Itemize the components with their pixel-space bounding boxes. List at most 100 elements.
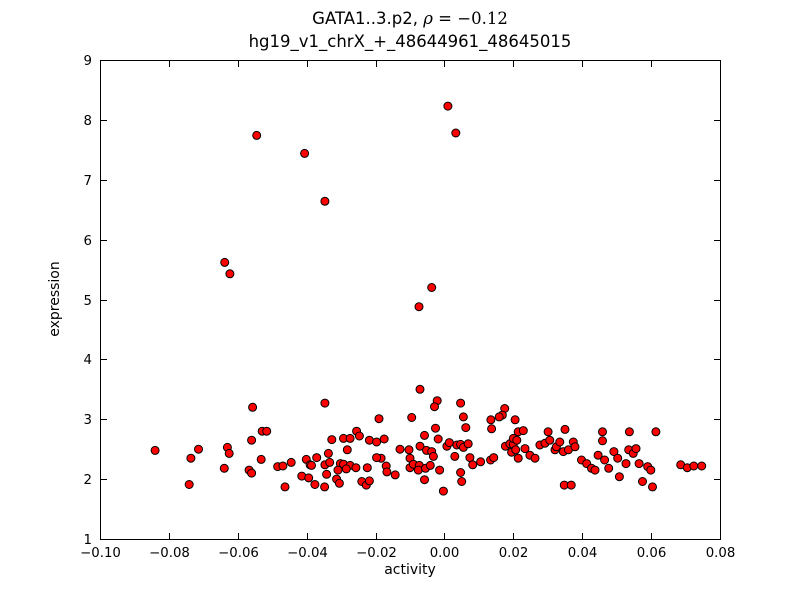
- data-point: [510, 415, 520, 425]
- data-point: [364, 435, 374, 445]
- data-point: [614, 472, 624, 482]
- data-point: [555, 437, 565, 447]
- data-point: [341, 464, 351, 474]
- chart-header: GATA1..3.p2, ρ = −0.12 hg19_v1_chrX_+_48…: [100, 7, 720, 53]
- data-point: [494, 412, 504, 422]
- data-point: [224, 448, 234, 458]
- data-point: [489, 453, 499, 463]
- y-tick-label: 5: [84, 294, 92, 309]
- data-point: [566, 480, 576, 490]
- x-axis-label: activity: [384, 562, 436, 578]
- data-point: [186, 453, 196, 463]
- data-point: [450, 451, 460, 461]
- data-point: [590, 465, 600, 475]
- data-point: [468, 460, 478, 470]
- data-point: [486, 415, 496, 425]
- data-point: [458, 412, 468, 422]
- data-point: [461, 423, 471, 433]
- data-point: [382, 467, 392, 477]
- y-tick-label: 9: [84, 54, 92, 69]
- data-point: [262, 426, 272, 436]
- data-point: [634, 459, 644, 469]
- data-point: [570, 442, 580, 452]
- data-point: [427, 283, 437, 292]
- data-point: [323, 448, 333, 458]
- y-tick-label: 3: [84, 413, 92, 428]
- data-point: [413, 465, 423, 475]
- data-point: [320, 196, 330, 206]
- data-point: [530, 453, 540, 463]
- data-point: [511, 445, 521, 455]
- data-point: [256, 454, 266, 464]
- x-tick-label: −0.04: [287, 546, 328, 561]
- data-point: [600, 455, 610, 465]
- data-point: [444, 438, 454, 448]
- data-point: [404, 445, 414, 455]
- data-point: [456, 398, 466, 408]
- data-point: [351, 463, 361, 473]
- data-point: [379, 434, 389, 444]
- data-point: [638, 477, 647, 486]
- data-point: [697, 461, 707, 471]
- data-point: [631, 444, 641, 454]
- y-tick-label: 2: [84, 473, 92, 488]
- data-point: [345, 433, 355, 443]
- data-point: [520, 444, 530, 454]
- data-point: [322, 469, 332, 479]
- x-tick-label: 0.00: [430, 546, 460, 561]
- data-point: [476, 457, 486, 467]
- data-point: [286, 457, 296, 467]
- data-point: [278, 461, 288, 471]
- data-point: [624, 427, 634, 437]
- data-point: [150, 445, 160, 455]
- x-tick-label: −0.02: [356, 546, 397, 561]
- data-point: [248, 402, 258, 412]
- data-point: [320, 398, 330, 408]
- data-point: [280, 482, 290, 492]
- y-tick-label: 6: [84, 234, 92, 249]
- y-axis-label: expression: [47, 261, 63, 337]
- data-point: [415, 384, 425, 394]
- data-point: [456, 468, 466, 477]
- chart-title: GATA1..3.p2, ρ = −0.12: [100, 7, 720, 30]
- y-tick-label: 1: [84, 533, 92, 548]
- data-point: [333, 465, 343, 475]
- x-tick-label: 0.04: [568, 546, 598, 561]
- data-point: [433, 434, 443, 444]
- data-point: [320, 482, 330, 492]
- y-tick-label: 7: [84, 174, 92, 189]
- x-tick-label: −0.08: [149, 546, 190, 561]
- data-point: [225, 269, 235, 279]
- data-point: [220, 257, 230, 267]
- data-point: [247, 435, 257, 445]
- data-point: [307, 460, 316, 470]
- x-tick-label: 0.06: [637, 546, 667, 561]
- data-point: [543, 427, 553, 437]
- data-point: [438, 486, 448, 496]
- x-tick-label: −0.10: [80, 546, 121, 561]
- data-point: [598, 427, 607, 437]
- data-point: [593, 450, 603, 460]
- data-point: [372, 453, 382, 463]
- data-point: [354, 431, 364, 441]
- data-point: [364, 476, 374, 486]
- data-point: [342, 445, 352, 455]
- data-point: [372, 437, 382, 447]
- data-point: [609, 447, 619, 457]
- data-point: [425, 460, 435, 470]
- data-point: [184, 480, 194, 489]
- data-point: [518, 426, 528, 436]
- data-point: [689, 461, 699, 471]
- data-point: [312, 453, 322, 463]
- chart-title-rho-value: = −0.12: [432, 9, 508, 28]
- data-point: [613, 453, 623, 463]
- data-point: [334, 478, 344, 488]
- x-tick-label: 0.02: [499, 546, 529, 561]
- data-point: [362, 463, 372, 473]
- data-point: [512, 435, 522, 445]
- data-point: [310, 480, 320, 489]
- data-point: [247, 468, 257, 478]
- data-point: [513, 453, 523, 463]
- data-point: [327, 435, 337, 445]
